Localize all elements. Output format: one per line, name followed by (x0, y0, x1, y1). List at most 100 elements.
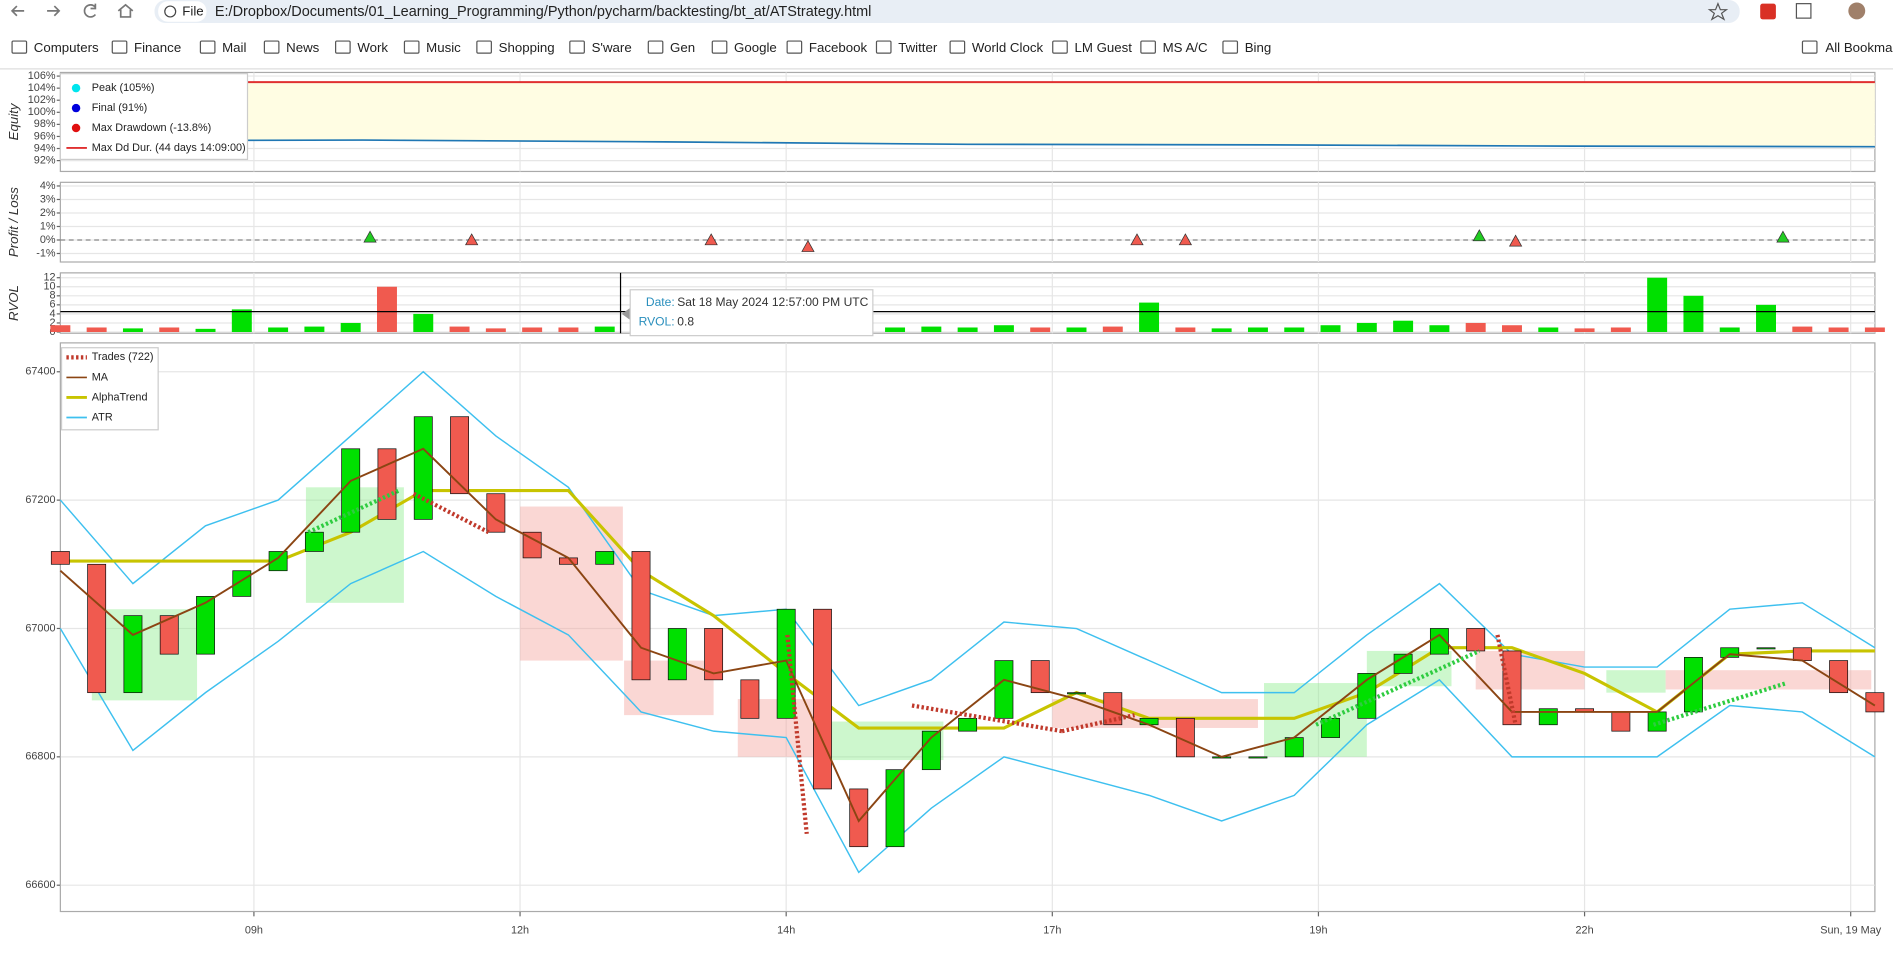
rvol-bar (376, 286, 397, 333)
rvol-bar (413, 313, 434, 333)
x-tick-label: 14h (777, 925, 795, 937)
trade-marker (704, 233, 718, 246)
tooltip-date: Sat 18 May 2024 12:57:00 PM UTC (677, 295, 868, 309)
candle (776, 608, 796, 719)
trade-marker (1472, 229, 1486, 242)
trade-marker (465, 233, 479, 246)
bookmark[interactable]: MS A/C (1163, 40, 1208, 55)
reload-button[interactable] (83, 3, 97, 18)
candle (740, 679, 760, 719)
bookmark[interactable]: Facebook (809, 40, 868, 55)
bookmark[interactable]: Finance (134, 40, 181, 55)
address-bar[interactable] (154, 0, 1740, 23)
panel-frame (59, 272, 1876, 334)
bookmark[interactable]: World Clock (972, 40, 1044, 55)
star-icon[interactable] (1707, 2, 1729, 21)
candle (87, 563, 107, 694)
bookmark[interactable]: Computers (34, 40, 99, 55)
legend-label: Max Dd Dur. (44 days 14:09:00) (92, 142, 246, 154)
rvol-bar (993, 325, 1014, 333)
y-tick-label: 2% (40, 207, 56, 219)
y-axis-label: RVOL (6, 285, 21, 321)
y-tick-label: 12 (43, 272, 55, 284)
y-tick-label: 92% (34, 154, 56, 166)
extension-icon[interactable] (1760, 3, 1776, 20)
candle (1502, 650, 1522, 726)
candle (667, 628, 687, 681)
y-tick-label: 106% (28, 70, 56, 82)
rvol-bar (1756, 304, 1776, 333)
y-tick-label: 96% (34, 130, 56, 142)
candle (1720, 647, 1740, 658)
rvol-bar (1610, 327, 1631, 333)
y-tick-label: 67000 (25, 622, 55, 634)
trade-zone (1665, 670, 1872, 690)
y-tick-label: 104% (28, 82, 56, 94)
trade-zone (1606, 670, 1666, 693)
rvol-bar (1211, 328, 1232, 333)
bookmark[interactable]: Mail (222, 40, 246, 55)
rvol-bar (921, 326, 942, 333)
x-tick-label: Sun, 19 May (1820, 925, 1882, 937)
trade-line (307, 488, 400, 535)
rvol-bar (1864, 327, 1885, 333)
back-button[interactable] (10, 5, 25, 17)
bookmark-icon (1140, 40, 1156, 54)
y-tick-label: 66800 (25, 751, 55, 763)
rvol-bar (1247, 327, 1268, 333)
bookmark[interactable]: News (286, 40, 320, 55)
drawdown-fill (60, 82, 1875, 147)
bookmark[interactable]: S'ware (592, 40, 632, 55)
bookmark-icon (263, 40, 280, 54)
bookmark[interactable]: Google (734, 40, 777, 55)
candle (849, 788, 869, 848)
rvol-bar (1284, 327, 1305, 333)
y-tick-label: 94% (34, 142, 56, 154)
tooltip-value-label: RVOL: (639, 315, 675, 329)
forward-button[interactable] (47, 5, 61, 17)
all-bookmarks[interactable]: All Bookmarks (1825, 40, 1893, 55)
profile-icon[interactable] (1848, 2, 1866, 20)
bookmark[interactable]: Shopping (499, 40, 555, 55)
bookmark-icon (199, 40, 216, 54)
rvol-bar (195, 328, 216, 333)
extensions-icon[interactable] (1795, 3, 1812, 19)
x-tick-label: 12h (511, 925, 529, 937)
x-tick-label: 09h (245, 925, 263, 937)
trade-marker (1508, 234, 1523, 247)
legend-label: Final (91%) (92, 102, 148, 114)
bookmark[interactable]: Bing (1245, 40, 1272, 55)
rvol-bar (1429, 325, 1450, 333)
rvol-bar (1139, 302, 1160, 333)
rvol-bar (594, 326, 615, 333)
trade-marker (801, 239, 815, 252)
bookmark[interactable]: LM Guest (1074, 40, 1132, 55)
bookmark[interactable]: Work (357, 40, 388, 55)
rvol-bar (1502, 325, 1522, 333)
trade-line (785, 634, 809, 835)
home-button[interactable] (117, 3, 134, 18)
bookmark-icon (1052, 40, 1068, 54)
candle (994, 660, 1014, 719)
address-text: E:/Dropbox/Documents/01_Learning_Program… (215, 4, 872, 20)
legend-box (59, 73, 249, 160)
x-tick-label: 19h (1309, 925, 1327, 937)
tooltip-date-label: Date: (646, 295, 675, 309)
rvol-bar (1574, 328, 1595, 333)
panel-frame (59, 342, 1876, 913)
bookmark[interactable]: Twitter (898, 40, 938, 55)
rvol-bar (1465, 322, 1486, 333)
tooltip (629, 289, 874, 337)
legend-marker (71, 83, 81, 93)
rvol-bar (1683, 295, 1704, 333)
y-tick-label: 4 (49, 308, 55, 320)
bookmark[interactable]: Gen (670, 40, 695, 55)
bookmark-icon (711, 40, 728, 54)
legend-box (60, 347, 159, 431)
candle (813, 608, 832, 790)
equity-line (60, 139, 1875, 148)
panel-frame (59, 181, 1876, 263)
bookmark-icon (875, 40, 892, 54)
bookmark[interactable]: Music (426, 40, 461, 55)
